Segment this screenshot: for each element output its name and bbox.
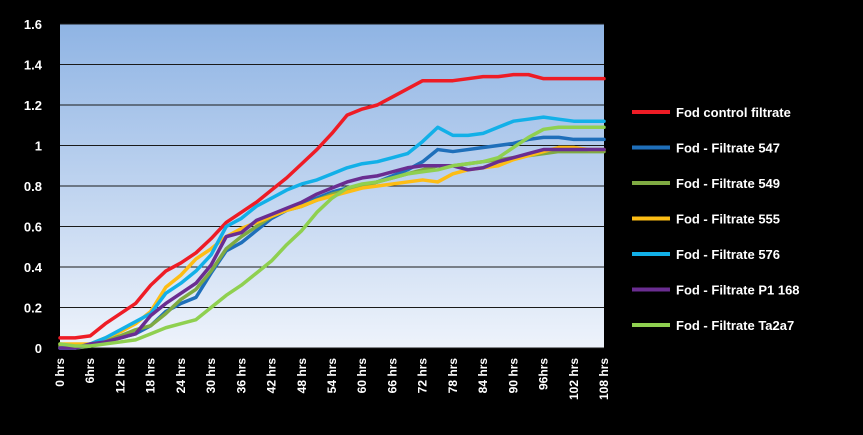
x-tick-label: 96hrs	[537, 358, 551, 390]
legend-label: Fod control filtrate	[676, 105, 791, 120]
x-tick-label: 30 hrs	[204, 358, 218, 394]
legend-label: Fod - Filtrate 549	[676, 176, 780, 191]
x-tick-label: 54 hrs	[325, 358, 339, 394]
y-tick-label: 0.2	[24, 301, 42, 316]
x-tick-label: 24 hrs	[174, 358, 188, 394]
series-line	[58, 72, 606, 340]
series-lines	[58, 72, 606, 350]
y-tick-label: 1.4	[24, 58, 43, 73]
x-tick-label: 102 hrs	[567, 358, 581, 400]
x-tick-label: 12 hrs	[113, 358, 127, 394]
x-tick-label: 18 hrs	[144, 358, 158, 394]
x-tick-label: 36 hrs	[234, 358, 248, 394]
x-tick-label: 48 hrs	[295, 358, 309, 394]
x-tick-label: 108 hrs	[597, 358, 611, 400]
series-line	[58, 147, 606, 350]
y-tick-label: 1.2	[24, 98, 42, 113]
legend-label: Fod - Filtrate P1 168	[676, 283, 800, 298]
legend: Fod control filtrate Fod - Filtrate 547 Fo…	[632, 105, 800, 333]
x-tick-label: 72 hrs	[416, 358, 430, 394]
x-tick-label: 90 hrs	[506, 358, 520, 394]
x-tick-label: 84 hrs	[476, 358, 490, 394]
x-tick-label: 42 hrs	[265, 358, 279, 394]
y-tick-label: 0	[35, 341, 42, 356]
legend-label: Fod - Filtrate Ta2a7	[676, 318, 794, 333]
y-tick-label: 0.8	[24, 179, 42, 194]
legend-label: Fod - Filtrate 555	[676, 212, 780, 227]
y-tick-label: 0.4	[24, 260, 43, 275]
x-tick-label: 60 hrs	[355, 358, 369, 394]
gridlines	[60, 23, 604, 349]
y-tick-label: 1.6	[24, 17, 42, 32]
y-axis-ticks: 0 0.2 0.4 0.6 0.8 1 1.2 1.4 1.6	[24, 17, 43, 356]
legend-label: Fod - Filtrate 576	[676, 247, 780, 262]
series-line	[58, 125, 606, 348]
y-tick-label: 1	[35, 139, 42, 154]
y-tick-label: 0.6	[24, 220, 42, 235]
x-tick-label: 66 hrs	[385, 358, 399, 394]
x-axis-ticks: 0 hrs 6hrs 12 hrs 18 hrs 24 hrs 30 hrs 36 hrs 4…	[53, 358, 611, 400]
x-tick-label: 78 hrs	[446, 358, 460, 394]
legend-label: Fod - Filtrate 547	[676, 141, 780, 156]
x-tick-label: 0 hrs	[53, 358, 67, 387]
x-tick-label: 6hrs	[83, 358, 97, 384]
